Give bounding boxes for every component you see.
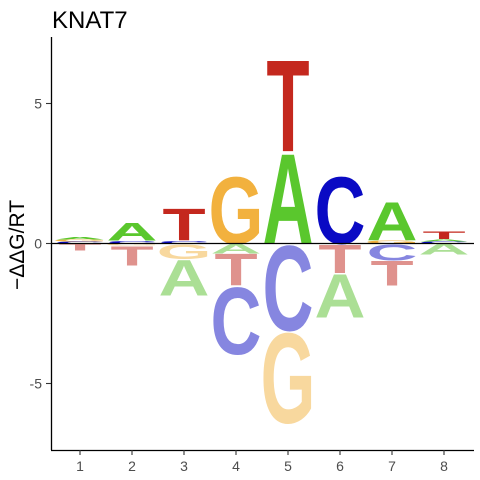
logo-letter-a-pos8: A <box>419 241 470 258</box>
logo-letter-a-pos1: A <box>55 236 106 240</box>
logo-letter-a-pos2: A <box>107 218 158 246</box>
logo-letter-t-pos2: T <box>110 241 154 271</box>
logo-letter-a-pos7: A <box>367 192 418 253</box>
logo-letter-a-pos4: A <box>211 241 262 256</box>
logo-letter-t-pos3: T <box>162 200 205 251</box>
logo-letter-a-pos3: A <box>159 250 210 307</box>
x-tick-label: 4 <box>232 458 240 474</box>
x-tick-label: 8 <box>440 458 448 474</box>
x-tick-label: 1 <box>76 458 84 474</box>
x-tick-label: 6 <box>336 458 344 474</box>
logo-letter-c-pos5: C <box>263 222 314 358</box>
y-tick-label: 5 <box>34 96 42 112</box>
y-axis-label: −ΔΔG/RT <box>6 200 29 290</box>
logo-letter-c-pos8: C <box>419 241 470 245</box>
chart-title: KNAT7 <box>52 7 128 34</box>
logo-letter-t-pos7: T <box>370 254 413 293</box>
logo-letter-c-pos6: C <box>315 157 366 264</box>
y-ticks: -5 0 5 <box>30 96 51 392</box>
logo-letter-g-pos2: G <box>105 243 160 247</box>
logo-letter-a-pos6: A <box>315 262 366 331</box>
logo-letter-t-pos4: T <box>214 244 257 295</box>
y-tick-label: -5 <box>30 376 43 392</box>
logo-letter-t-pos6: T <box>318 237 361 283</box>
x-tick-label: 5 <box>284 458 292 474</box>
logo-letter-t-pos8: T <box>422 229 465 241</box>
logo-letter-a-pos8: A <box>419 238 470 242</box>
y-tick-label: 0 <box>34 236 42 252</box>
logo-letter-c-pos3: C <box>159 240 210 244</box>
x-ticks: 1 2 3 4 5 6 7 8 <box>76 450 448 474</box>
logo-letter-t-pos1: T <box>58 242 101 253</box>
logo-letter-c-pos1: C <box>55 241 106 244</box>
logo-letter-g-pos7: G <box>365 239 420 244</box>
logo-letter-g-pos1: G <box>53 239 108 243</box>
logo-letter-c-pos4: C <box>211 268 262 375</box>
logo-letter-g-pos3: G <box>157 240 212 264</box>
logo-letter-g-pos4: G <box>209 157 264 264</box>
logo-letter-c-pos2: C <box>107 240 158 244</box>
x-tick-label: 2 <box>128 458 136 474</box>
logo-letter-a-pos5: A <box>263 128 314 272</box>
x-tick-label: 3 <box>180 458 188 474</box>
x-tick-label: 7 <box>388 458 396 474</box>
logo-letter-g-pos5: G <box>261 307 316 451</box>
logo-letter-t-pos5: T <box>266 34 309 180</box>
